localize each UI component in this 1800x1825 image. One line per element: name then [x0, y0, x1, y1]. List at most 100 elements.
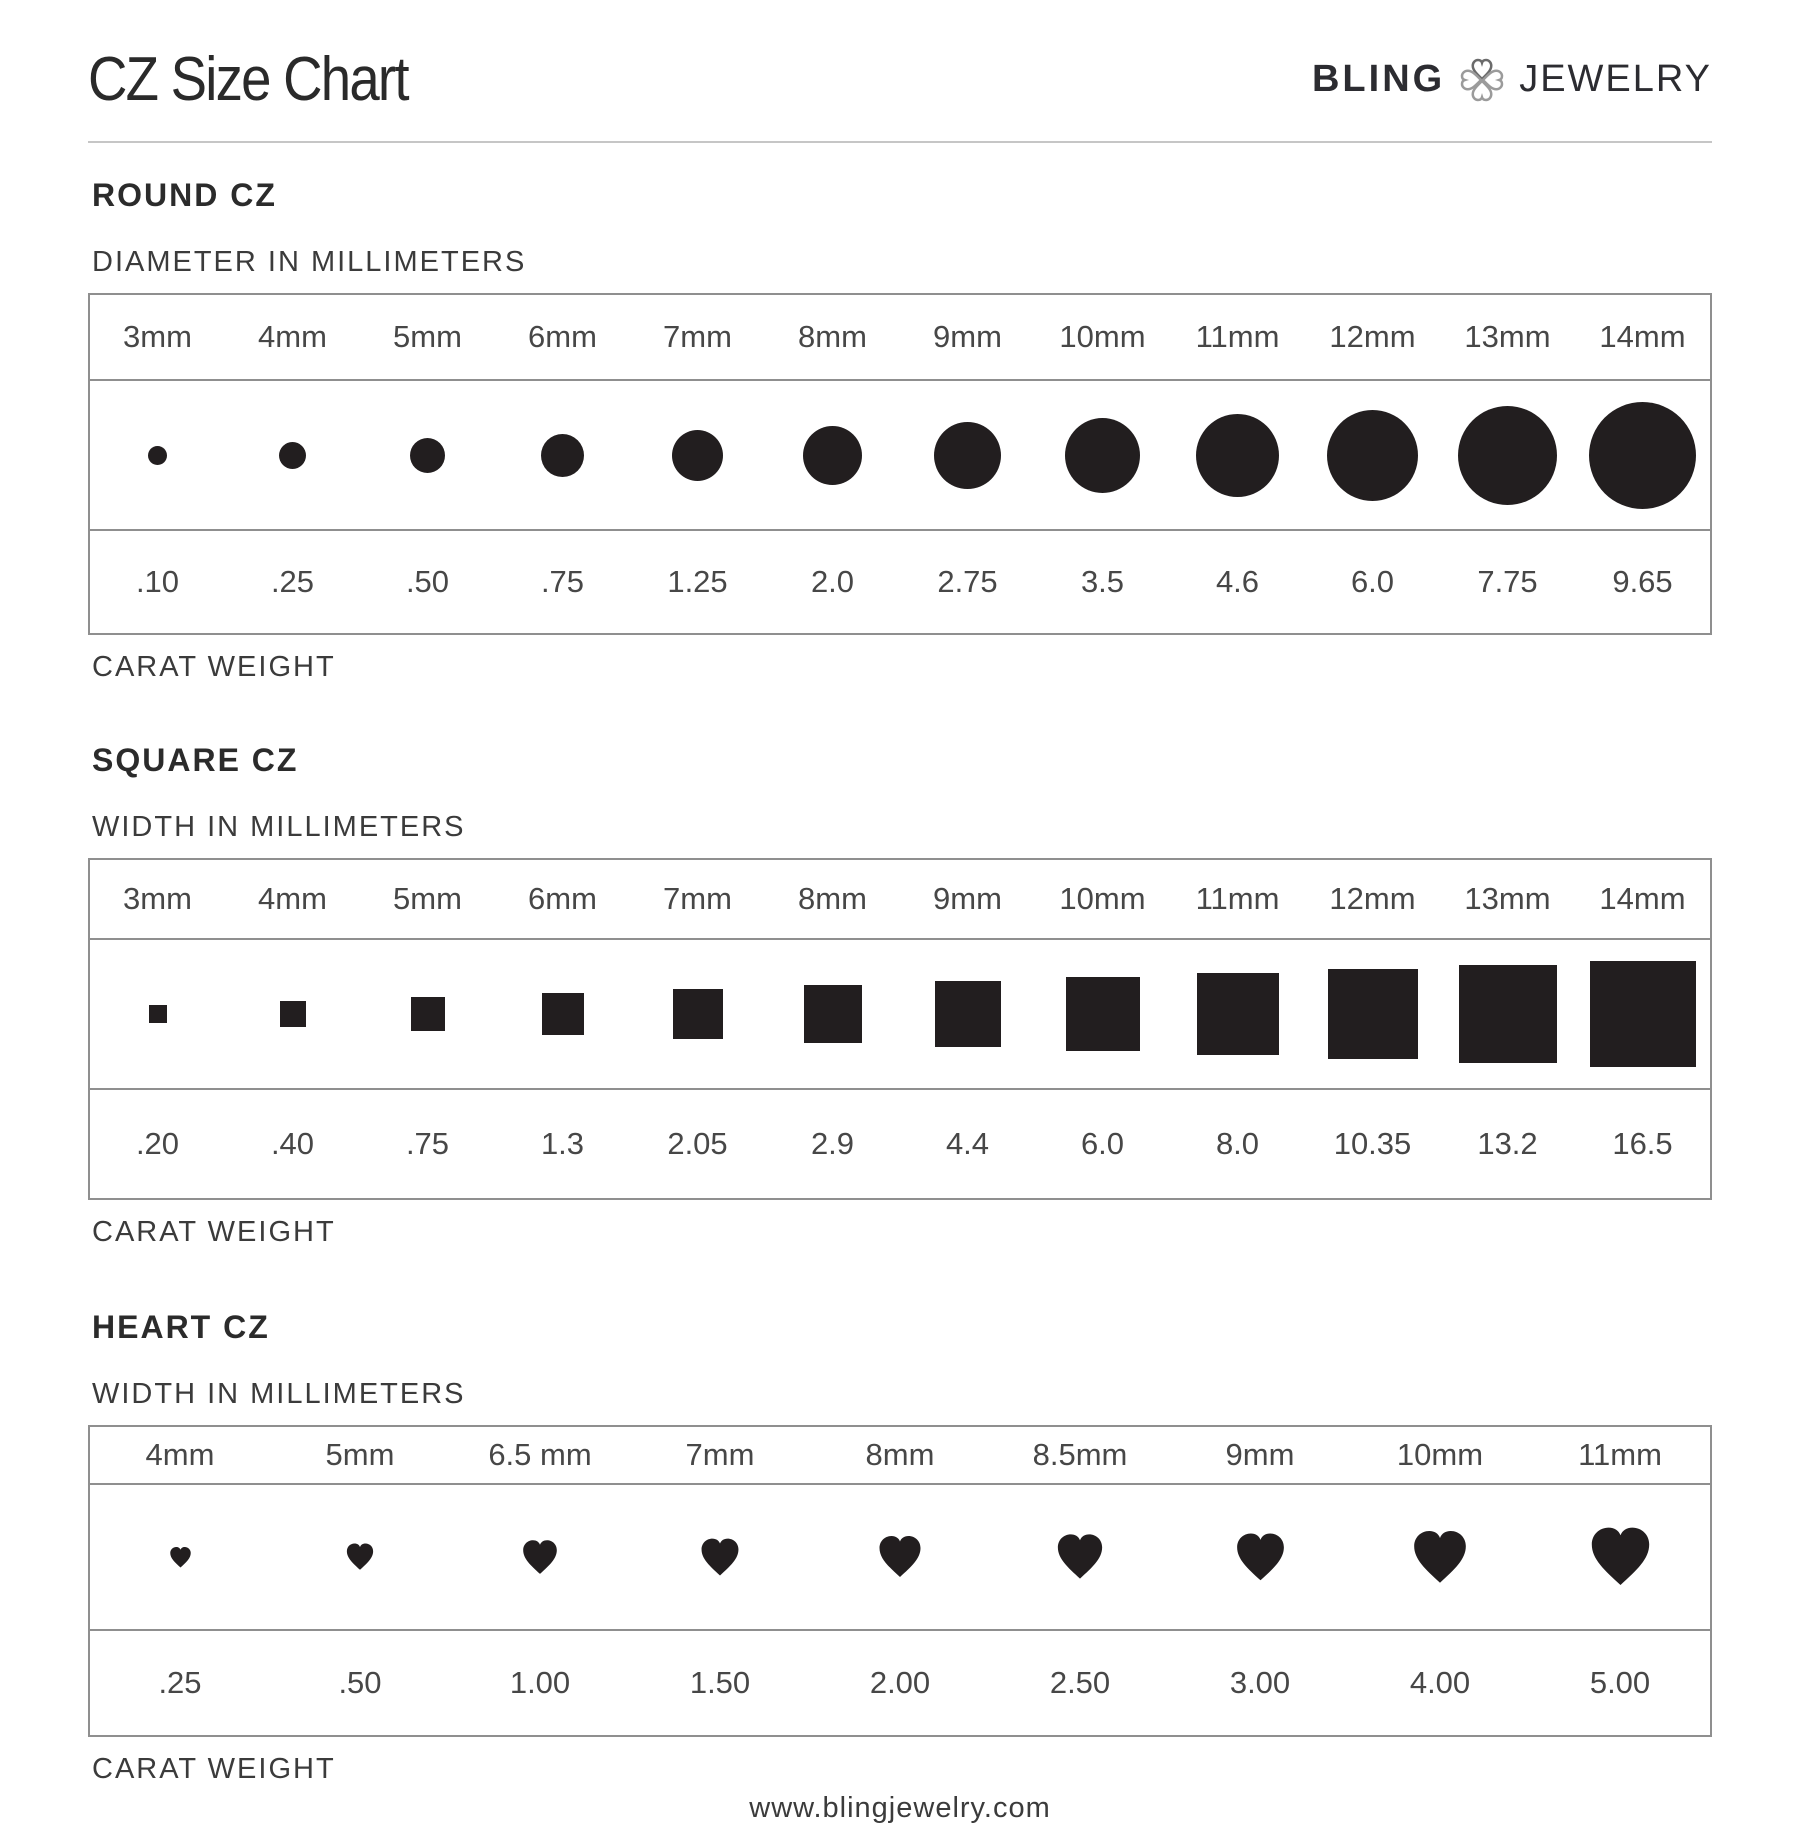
- size-label: 7mm: [663, 881, 732, 916]
- shapes-row: [90, 1483, 1710, 1629]
- size-label: 4mm: [258, 319, 327, 354]
- shape-cell: [1170, 381, 1305, 529]
- carat-weight-value: 8.0: [1215, 1126, 1260, 1161]
- section-square-cz: SQUARE CZ WIDTH IN MILLIMETERS 3mm 4mm 5mm 6m…: [88, 742, 1712, 1249]
- footer-url: www.blingjewelry.com: [749, 1792, 1051, 1824]
- carat-weight-label: CARAT WEIGHT: [92, 1216, 336, 1248]
- section-title: HEART CZ: [92, 1309, 270, 1345]
- circle-shape: [1458, 405, 1557, 505]
- size-label: 10mm: [1059, 319, 1146, 354]
- dimension-label: WIDTH IN MILLIMETERS: [92, 811, 466, 843]
- circle-shape: [279, 441, 306, 469]
- carat-weight-value: 6.0: [1080, 1126, 1125, 1161]
- shape-cell: [990, 1485, 1170, 1629]
- shape-cell: [630, 940, 765, 1088]
- heart-shape: [1414, 1530, 1466, 1583]
- square-shape: [541, 993, 584, 1035]
- carat-weight-value: .20: [135, 1126, 180, 1161]
- square-shape: [672, 989, 723, 1039]
- section-heart-cz: HEART CZ WIDTH IN MILLIMETERS 4mm 5mm 6.5 mm…: [88, 1309, 1712, 1786]
- size-table: 3mm 4mm 5mm 6mm 7mm 8mm 9mm 10mm 11mm 12mm 13mm 14m…: [88, 293, 1712, 635]
- size-table: 3mm 4mm 5mm 6mm 7mm 8mm 9mm 10mm 11mm 12mm 13mm 14m…: [88, 858, 1712, 1200]
- size-label: 8.5mm: [1032, 1437, 1128, 1472]
- header-divider: [88, 141, 1712, 143]
- size-label: 8mm: [798, 319, 867, 354]
- square-shape: [934, 981, 1001, 1047]
- shape-cell: [900, 381, 1035, 529]
- carat-weight-value: 3.5: [1080, 564, 1125, 599]
- dimension-label: WIDTH IN MILLIMETERS: [92, 1378, 466, 1410]
- carat-weight-value: .50: [405, 564, 450, 599]
- size-label: 8mm: [798, 881, 867, 916]
- circle-shape: [1196, 413, 1279, 497]
- carat-weight-value: 2.00: [869, 1665, 931, 1700]
- shape-cell: [90, 381, 225, 529]
- size-label: 3mm: [123, 881, 192, 916]
- carat-weight-label: CARAT WEIGHT: [92, 1753, 336, 1785]
- carat-weight-value: 1.25: [667, 564, 728, 599]
- carat-weight-value: 1.50: [689, 1665, 751, 1700]
- heart-shape: [1591, 1527, 1649, 1585]
- size-label: 7mm: [663, 319, 732, 354]
- size-label: 13mm: [1464, 319, 1551, 354]
- circle-shape: [410, 437, 445, 473]
- carat-weight-value: 9.65: [1612, 564, 1673, 599]
- shape-cell: [495, 381, 630, 529]
- carat-weight-value: .50: [338, 1665, 382, 1700]
- shape-cell: [1575, 940, 1710, 1088]
- clover-hearts-icon: [1460, 58, 1504, 101]
- size-label: 11mm: [1578, 1437, 1662, 1472]
- brand-name-bling: BLING: [1311, 58, 1446, 100]
- size-label: 11mm: [1195, 319, 1280, 354]
- shape-cell: [1170, 1485, 1350, 1629]
- carat-weight-value: 2.05: [667, 1126, 728, 1161]
- size-label: 6mm: [528, 319, 597, 354]
- shapes-row: [90, 379, 1710, 529]
- carat-weight-value: 1.00: [509, 1665, 571, 1700]
- carat-weights-row: .10 .25 .50 .75 1.25 2.0 2.75 3.5 4.6 6.0 7.75 9.65: [90, 529, 1710, 633]
- size-label: 5mm: [325, 1437, 395, 1472]
- brand-name-jewelry: JEWELRY: [1519, 58, 1712, 100]
- carat-weights-row: .25 .50 1.00 1.50 2.00 2.50 3.00 4.00 5.00: [90, 1629, 1710, 1735]
- shape-cell: [900, 940, 1035, 1088]
- size-label: 8mm: [865, 1437, 935, 1472]
- heart-shape: [346, 1543, 374, 1570]
- size-label: 12mm: [1329, 881, 1416, 916]
- heart-shape: [701, 1538, 739, 1575]
- square-shape: [1065, 977, 1140, 1051]
- carat-weight-value: .75: [405, 1126, 450, 1161]
- shape-cell: [270, 1485, 450, 1629]
- heart-shape: [169, 1546, 191, 1567]
- carat-weight-value: 7.75: [1477, 564, 1538, 599]
- shape-cell: [360, 940, 495, 1088]
- size-label: 4mm: [258, 881, 327, 916]
- size-label: 5mm: [393, 881, 462, 916]
- square-shape: [803, 985, 862, 1043]
- square-shape: [410, 997, 445, 1031]
- circle-shape: [672, 429, 723, 481]
- circle-shape: [541, 433, 584, 477]
- shape-cell: [1575, 381, 1710, 529]
- shape-cell: [765, 381, 900, 529]
- size-label: 3mm: [123, 319, 192, 354]
- square-shape: [1458, 965, 1557, 1063]
- circle-shape: [1589, 401, 1696, 509]
- size-label: 4mm: [145, 1437, 215, 1472]
- carat-weight-value: .40: [270, 1126, 315, 1161]
- shape-cell: [810, 1485, 990, 1629]
- shapes-row: [90, 938, 1710, 1088]
- carat-weight-value: 13.2: [1477, 1126, 1538, 1161]
- size-labels-row: 3mm 4mm 5mm 6mm 7mm 8mm 9mm 10mm 11mm 12mm 13mm 14m…: [90, 860, 1710, 938]
- brand-logo: BLING JEWELRY: [1312, 55, 1712, 105]
- size-label: 5mm: [393, 319, 462, 354]
- carat-weight-value: 1.3: [540, 1126, 585, 1161]
- circle-shape: [803, 425, 862, 485]
- shape-cell: [1530, 1485, 1710, 1629]
- size-label: 7mm: [685, 1437, 755, 1472]
- carat-weight-label: CARAT WEIGHT: [92, 651, 336, 683]
- carat-weight-value: 5.00: [1589, 1665, 1651, 1700]
- carat-weight-value: 4.00: [1409, 1665, 1471, 1700]
- size-chart-sections: ROUND CZ DIAMETER IN MILLIMETERS 3mm 4mm 5mm…: [88, 177, 1712, 1786]
- carat-weight-value: 16.5: [1612, 1126, 1673, 1161]
